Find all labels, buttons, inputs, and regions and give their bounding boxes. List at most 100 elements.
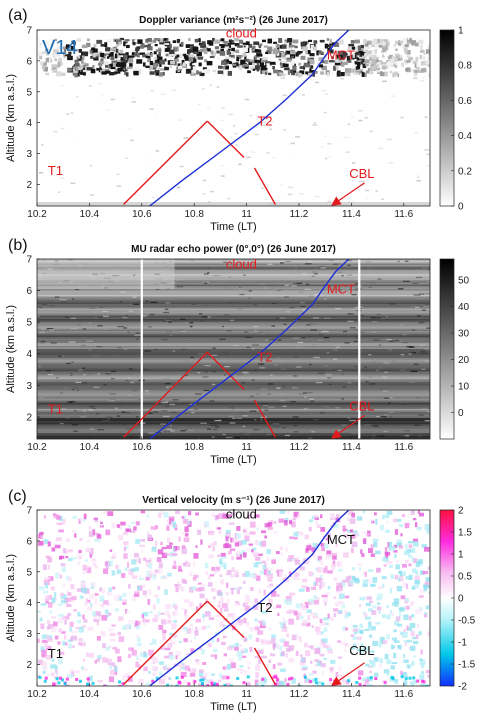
x-tick-label: 10.4 [80, 209, 100, 220]
y-tick-label: 2 [26, 180, 32, 191]
colorbar-tick-label: 10 [458, 382, 470, 393]
annotation-mct: MCT [327, 532, 355, 547]
y-tick-label: 2 [26, 412, 32, 423]
x-tick-label: 10.8 [184, 209, 204, 220]
series-line-2 [206, 600, 245, 638]
y-tick-label: 7 [26, 255, 32, 266]
x-tick-label: 11.6 [394, 209, 413, 220]
x-tick-label: 11.4 [342, 442, 361, 453]
series-line-4 [149, 510, 350, 686]
station-label: V14 [42, 37, 78, 59]
colorbar-tick-label: 0.4 [458, 131, 472, 142]
colorbar-tick-label: 1 [458, 26, 464, 37]
y-tick-label: 4 [26, 118, 32, 129]
series-line-3 [253, 647, 277, 685]
annotation-cloud: cloud [226, 256, 257, 271]
y-tick-label: 3 [26, 381, 32, 392]
annotation-t1: T1 [48, 163, 63, 178]
y-tick-label: 5 [26, 567, 32, 578]
x-tick-label: 11.2 [290, 442, 309, 453]
x-axis-label: Time (LT) [210, 221, 256, 233]
colorbar-tick-label: 0.2 [458, 166, 472, 177]
x-tick-label: 10.6 [132, 442, 152, 453]
y-tick-label: 4 [26, 598, 32, 609]
x-tick-label: 11 [241, 442, 252, 453]
x-tick-label: 11 [241, 689, 252, 700]
heatmap-texture [37, 510, 430, 686]
x-tick-label: 11.4 [342, 689, 361, 700]
colorbar-tick-label: 50 [458, 276, 470, 287]
cbl-arrow [331, 182, 365, 206]
panel-title: Vertical velocity (m s⁻¹) (26 June 2017) [142, 495, 325, 506]
x-tick-label: 11.6 [394, 442, 413, 453]
y-tick-label: 6 [26, 536, 32, 547]
series-line-4 [149, 30, 350, 206]
y-tick-label: 2 [26, 660, 32, 671]
colorbar-tick-label: 1.5 [458, 528, 472, 539]
x-tick-label: 10.2 [27, 442, 47, 453]
colorbar-tick-label: 2 [458, 506, 464, 517]
y-axis-label: Altitude (km a.s.l.) [5, 74, 17, 162]
panel-3: 10.2 10.4 10.6 10.8 11 11.2 11.4 11.6 2 3 4 5 6 7 Time… [5, 488, 476, 713]
colorbar-tick-label: 40 [458, 302, 470, 313]
colorbar: 0 10 20 30 40 50 [439, 258, 470, 440]
colorbar-tick-label: -1 [458, 638, 467, 649]
plot-frame [36, 29, 431, 207]
y-tick-label: 5 [26, 87, 32, 98]
colorbar: -2 -1.5 -1 -0.5 0 0.5 1 1.5 2 [439, 506, 476, 693]
series-line-2 [206, 120, 245, 158]
colorbar: 0 0.2 0.4 0.6 0.8 1 [439, 26, 472, 213]
annotation-t2: T2 [257, 114, 272, 129]
x-tick-label: 10.6 [132, 209, 152, 220]
x-tick-label: 11 [241, 209, 252, 220]
y-axis-label: Altitude (km a.s.l.) [5, 554, 17, 642]
colorbar-tick-label: 0.8 [458, 61, 472, 72]
series-line-1 [123, 600, 208, 685]
y-tick-label: 3 [26, 149, 32, 160]
x-tick-label: 10.6 [132, 689, 152, 700]
x-tick-label: 10.4 [80, 442, 100, 453]
x-tick-label: 11.6 [394, 689, 413, 700]
colorbar-tick-label: 30 [458, 329, 470, 340]
annotation-cloud: cloud [226, 507, 257, 522]
panel-label: (b) [8, 237, 28, 254]
annotation-cloud: cloud [226, 26, 257, 41]
annotation-t1: T1 [48, 402, 63, 417]
colorbar-tick-label: 0 [458, 408, 464, 419]
annotation-t2: T2 [257, 600, 272, 615]
x-tick-label: 10.8 [184, 442, 204, 453]
annotation-mct: MCT [327, 47, 355, 62]
y-tick-label: 5 [26, 318, 32, 329]
series-line-2 [206, 351, 245, 390]
cbl-arrow [331, 662, 365, 686]
colorbar-tick-label: 20 [458, 355, 470, 366]
annotation-mct: MCT [327, 282, 355, 297]
x-tick-label: 10.4 [80, 689, 100, 700]
y-tick-label: 6 [26, 56, 32, 67]
plot-frame [36, 509, 431, 687]
x-tick-label: 11.4 [342, 209, 361, 220]
plot-frame [36, 258, 431, 440]
x-axis-label: Time (LT) [210, 701, 256, 713]
panel-2: 10.2 10.4 10.6 10.8 11 11.2 11.4 11.6 2 3 4 5 6 7 Time… [5, 237, 470, 466]
panel-label: (c) [8, 488, 27, 505]
colorbar-tick-label: -0.5 [458, 616, 476, 627]
annotation-cbl: CBL [349, 399, 374, 414]
colorbar-tick-label: 0 [458, 202, 464, 213]
cbl-arrow [331, 414, 365, 439]
annotation-t1: T1 [48, 646, 63, 661]
x-tick-label: 10.2 [27, 209, 47, 220]
colorbar-tick-label: 0.6 [458, 96, 472, 107]
y-tick-label: 7 [26, 26, 32, 37]
x-tick-label: 10.8 [184, 689, 204, 700]
y-tick-label: 7 [26, 506, 32, 517]
y-tick-label: 4 [26, 349, 32, 360]
colorbar-tick-label: 1 [458, 550, 464, 561]
colorbar-tick-label: 0.5 [458, 572, 472, 583]
series-line-1 [123, 351, 208, 438]
colorbar-tick-label: 0 [458, 594, 464, 605]
y-tick-label: 6 [26, 286, 32, 297]
panels: 10.2 10.4 10.6 10.8 11 11.2 11.4 11.6234567Time… [5, 7, 476, 713]
heatmap-texture [37, 30, 430, 206]
